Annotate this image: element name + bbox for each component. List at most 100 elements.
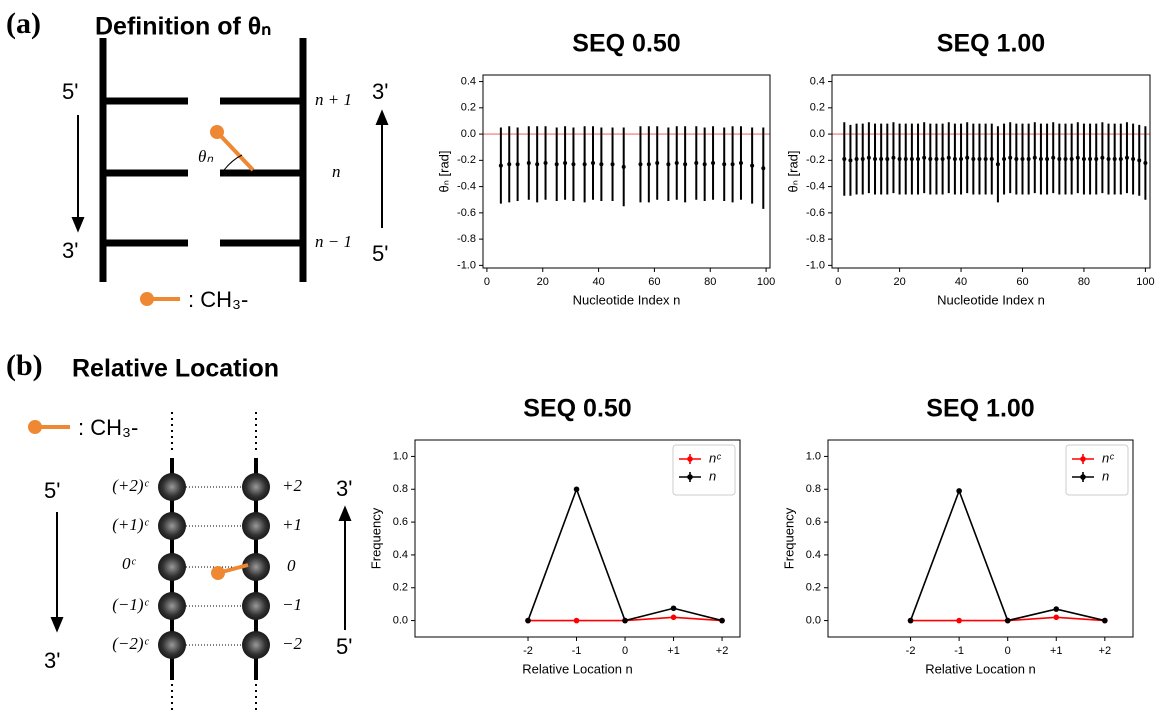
legend-text: : CH₃- <box>188 287 248 312</box>
panel-title: Definition of θₙ <box>95 13 271 41</box>
x-axis-label: Relative Location n <box>522 661 633 676</box>
y-tick-label: -1.0 <box>806 259 825 271</box>
y-tick-label: -0.4 <box>457 181 476 193</box>
x-tick-label: 60 <box>1016 276 1028 288</box>
point <box>1008 156 1012 160</box>
point <box>1102 618 1108 624</box>
left-label: (−1)ᶜ <box>112 595 149 614</box>
y-tick-label: 0.2 <box>806 582 821 594</box>
y-tick-label: 0.0 <box>806 614 821 626</box>
point <box>1070 157 1074 161</box>
point <box>535 162 539 166</box>
point <box>1045 157 1049 161</box>
y-tick-label: 1.0 <box>806 450 821 462</box>
x-axis-label: Nucleotide Index n <box>937 292 1045 307</box>
left-label: 0ᶜ <box>122 554 137 573</box>
y-tick-label: 0.0 <box>393 614 408 626</box>
point <box>739 161 743 165</box>
point <box>544 161 548 165</box>
point <box>671 615 677 621</box>
x-tick-label: 20 <box>537 276 549 288</box>
point <box>898 157 902 161</box>
right-label: +1 <box>282 515 302 534</box>
legend-swatch <box>1080 456 1086 462</box>
point <box>984 157 988 161</box>
x-tick-label: -1 <box>572 645 582 657</box>
right-label: −2 <box>282 634 302 653</box>
point <box>666 162 670 166</box>
point <box>879 157 883 161</box>
y-tick-label: 0.6 <box>806 516 821 528</box>
right-label: −1 <box>282 595 302 614</box>
strand-end: 3' <box>62 238 78 263</box>
strand-end: 3' <box>336 476 352 501</box>
point <box>867 156 871 160</box>
rung-label: n + 1 <box>315 90 352 109</box>
point <box>904 157 908 161</box>
rung-label: n − 1 <box>315 232 352 251</box>
legend-label: n <box>709 468 716 483</box>
point <box>1137 158 1141 162</box>
chart-title: SEQ 1.00 <box>926 395 1034 423</box>
y-axis-label: Frequency <box>368 507 383 569</box>
y-tick-label: 1.0 <box>393 450 408 462</box>
left-label: (−2)ᶜ <box>112 634 149 653</box>
panel-title: Relative Location <box>72 355 279 383</box>
chart-title: SEQ 0.50 <box>572 30 680 58</box>
x-tick-label: -1 <box>954 645 964 657</box>
point <box>563 161 567 165</box>
legend-methyl <box>140 292 180 306</box>
point <box>574 618 580 624</box>
point <box>583 162 587 166</box>
y-axis-label: θₙ [rad] <box>436 150 451 192</box>
point <box>571 162 575 166</box>
point <box>956 488 962 494</box>
x-tick-label: 60 <box>648 276 660 288</box>
point <box>861 157 865 161</box>
figure: (a) Definition of θₙ θₙ 5' 3' 3' 5' n + … <box>0 0 1160 716</box>
y-tick-label: 0.2 <box>393 582 408 594</box>
point <box>1057 157 1061 161</box>
point <box>574 486 580 492</box>
point <box>703 162 707 166</box>
nucleotides <box>158 473 270 659</box>
point <box>599 162 603 166</box>
point <box>683 162 687 166</box>
rung-label: n <box>332 162 341 181</box>
point <box>990 157 994 161</box>
x-tick-label: +1 <box>667 645 680 657</box>
point <box>1131 157 1135 161</box>
x-tick-label: 80 <box>1078 276 1090 288</box>
point <box>647 162 651 166</box>
point <box>1082 157 1086 161</box>
y-tick-label: 0.4 <box>461 75 476 87</box>
point <box>638 162 642 166</box>
point <box>711 161 715 165</box>
chart-title: SEQ 0.50 <box>523 395 631 423</box>
y-tick-label: 0.0 <box>810 128 825 140</box>
point <box>1039 157 1043 161</box>
y-tick-label: 0.8 <box>806 483 821 495</box>
series-line <box>528 489 722 620</box>
x-axis-label: Nucleotide Index n <box>573 292 681 307</box>
point <box>965 156 969 160</box>
point <box>719 618 725 624</box>
y-tick-label: 0.8 <box>393 483 408 495</box>
point <box>1005 618 1011 624</box>
x-tick-label: 40 <box>955 276 967 288</box>
angle-label: θₙ <box>198 147 213 166</box>
strand-end: 3' <box>372 79 388 104</box>
y-tick-label: 0.4 <box>806 549 821 561</box>
x-tick-label: -2 <box>906 645 916 657</box>
point <box>555 162 559 166</box>
point <box>525 618 531 624</box>
x-tick-label: 40 <box>592 276 604 288</box>
point <box>1002 157 1006 161</box>
legend-swatch <box>1080 474 1086 480</box>
x-tick-label: 0 <box>622 645 628 657</box>
point <box>916 157 920 161</box>
legend-methyl <box>28 420 70 434</box>
legend-swatch <box>687 474 693 480</box>
y-tick-label: -0.2 <box>806 154 825 166</box>
point <box>722 162 726 166</box>
